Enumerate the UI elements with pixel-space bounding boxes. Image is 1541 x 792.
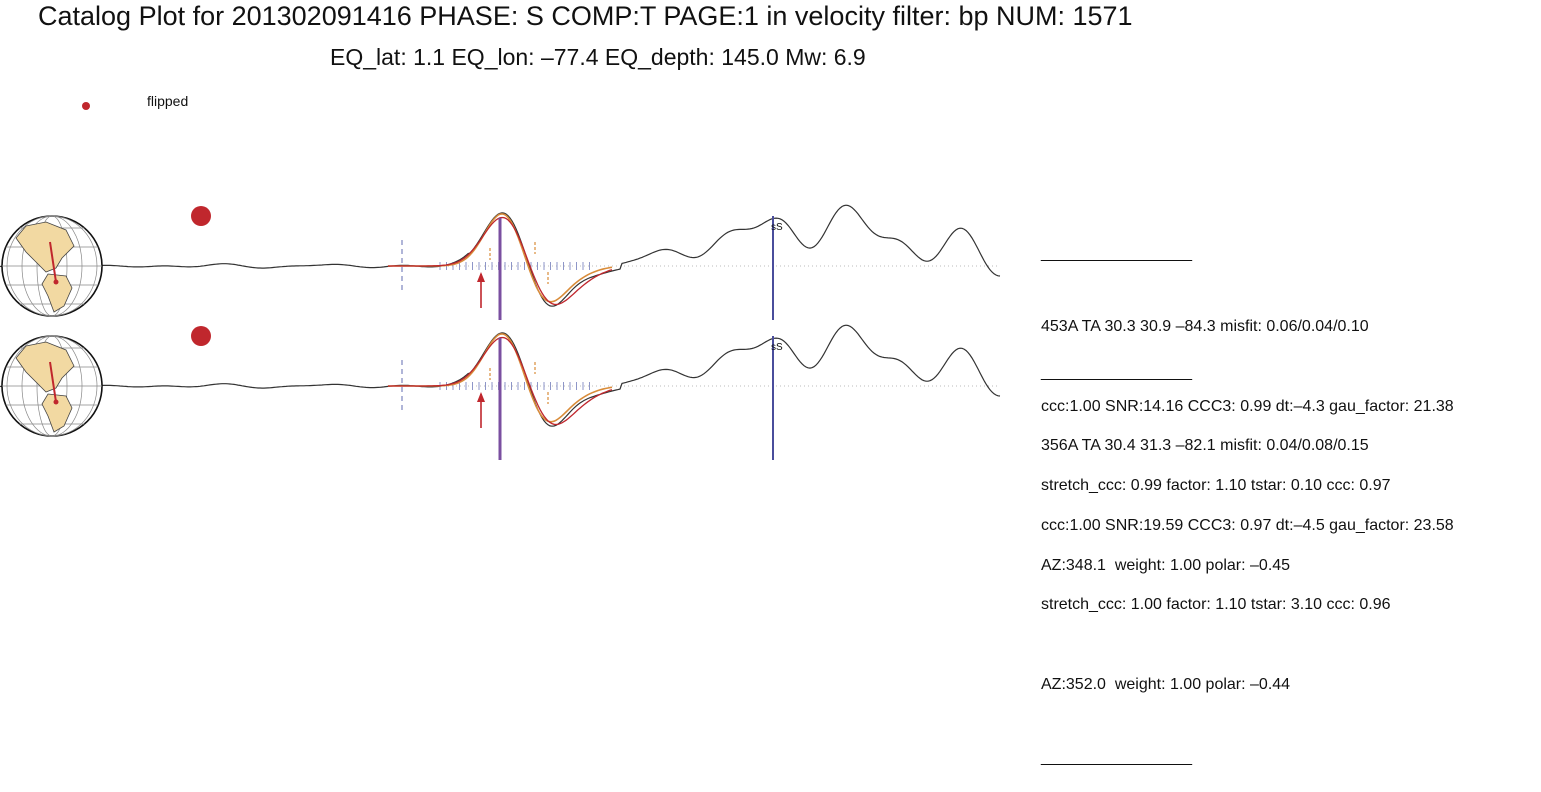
globe-event-marker [53,279,59,285]
plot-title: Catalog Plot for 201302091416 PHASE: S C… [38,1,1133,31]
station-globe-356A [1,335,103,437]
onset-arrow-head [477,392,485,402]
observed-trace [0,204,1001,307]
flipped-marker [191,326,211,346]
info-line: AZ:352.0 weight: 1.00 polar: –0.44 [1041,675,1291,693]
info-separator: ___________________ [1041,245,1192,262]
globe-land-north-america [15,341,75,393]
info-line: stretch_ccc: 1.00 factor: 1.10 tstar: 3.… [1041,596,1391,613]
globe-path [49,361,57,403]
info-separator: ___________________ [1041,749,1192,766]
observed-trace [0,324,1001,427]
fitted-trace [388,216,613,306]
trace-info-356A: ___________________ 356A TA 30.4 31.3 –8… [1041,313,1454,792]
plot-subtitle: EQ_lat: 1.1 EQ_lon: –77.4 EQ_depth: 145.… [330,44,866,70]
globe-land-north-america [15,221,75,273]
info-line: ccc:1.00 SNR:19.59 CCC3: 0.97 dt:–4.5 ga… [1041,516,1454,534]
globe-path [49,241,57,283]
ss-phase-label: sS [771,222,783,233]
legend-flipped-marker [82,102,90,110]
ss-phase-label: sS [771,342,783,353]
fitted-trace [388,336,613,426]
globe-meridian [6,215,98,317]
info-separator: ___________________ [1041,364,1192,381]
seismogram-plot: sS sS [0,204,1001,460]
globe-land-south-america [41,273,73,313]
globe-meridian [6,335,98,437]
info-line: 356A TA 30.4 31.3 –82.1 misfit: 0.04/0.0… [1041,437,1369,454]
station-globe-453A [1,215,103,317]
globe-event-marker [53,399,59,405]
legend-flipped-label: flipped [147,93,189,109]
globe-land-south-america [41,393,73,433]
onset-arrow-head [477,272,485,282]
info-line: 453A TA 30.3 30.9 –84.3 misfit: 0.06/0.0… [1041,318,1369,335]
trace-row-356A: sS [0,324,1001,460]
trace-row-453A: sS [0,204,1001,320]
info-line: ccc:1.00 SNR:14.16 CCC3: 0.99 dt:–4.3 ga… [1041,397,1454,415]
flipped-marker [191,206,211,226]
